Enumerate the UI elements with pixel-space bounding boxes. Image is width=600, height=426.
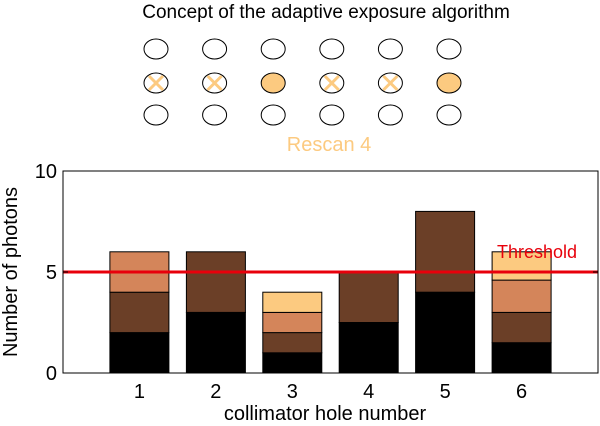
hole-filled <box>260 72 286 94</box>
cross-icon <box>323 74 340 92</box>
hole-filled <box>436 72 462 94</box>
y-tick-label: 5 <box>46 262 57 284</box>
bar-segment-4-s2 <box>338 271 399 323</box>
bar-segment-3-s2 <box>262 332 323 354</box>
bar-segment-1-s2 <box>109 291 170 334</box>
hole-empty <box>143 38 169 60</box>
x-tick-label: 1 <box>134 381 145 403</box>
hole-empty <box>436 38 462 60</box>
bars-group <box>109 210 552 374</box>
hole-empty <box>202 104 228 126</box>
y-tick-label: 0 <box>46 363 57 385</box>
y-tick-label: 10 <box>35 161 57 183</box>
bar-segment-3-s4 <box>262 291 323 313</box>
cross-icon <box>147 74 165 92</box>
cross-icon <box>206 74 223 92</box>
y-axis-label: Number of photons <box>0 187 22 357</box>
x-tick-label: 3 <box>287 381 298 403</box>
bar-segment-6-s1 <box>491 342 552 374</box>
bar-segment-6-s3 <box>491 279 552 313</box>
hole-empty <box>202 38 228 60</box>
bar-segment-4-s1 <box>338 322 399 374</box>
x-tick-label: 5 <box>440 381 451 403</box>
hole-empty <box>377 104 403 126</box>
hole-empty <box>319 104 345 126</box>
hole-empty <box>260 38 286 60</box>
x-tick-label: 6 <box>516 381 527 403</box>
hole-empty <box>260 104 286 126</box>
x-tick-label: 2 <box>210 381 221 403</box>
bar-segment-5-s1 <box>415 291 476 374</box>
bar-segment-2-s2 <box>185 251 246 313</box>
rescan-label: Rescan 4 <box>287 134 372 156</box>
cross-icon <box>382 74 399 92</box>
hole-empty <box>377 38 403 60</box>
bar-segment-2-s1 <box>185 311 246 374</box>
x-ticks: 1 2 3 4 5 6 <box>134 368 527 403</box>
x-axis-label: collimator hole number <box>224 403 427 425</box>
hole-diagram <box>143 38 462 126</box>
x-tick-label: 4 <box>363 381 374 403</box>
bar-segment-6-s4 <box>491 251 552 281</box>
bar-segment-6-s2 <box>491 311 552 344</box>
bar-segment-1-s1 <box>109 332 170 374</box>
hole-empty <box>436 104 462 126</box>
hole-empty <box>319 38 345 60</box>
threshold-label: Threshold <box>497 242 577 262</box>
y-ticks: 0 5 10 <box>35 161 598 385</box>
hole-empty <box>143 104 169 126</box>
bar-segment-3-s3 <box>262 311 323 334</box>
bar-segment-5-s2 <box>415 210 476 293</box>
chart-title: Concept of the adaptive exposure algorit… <box>142 2 510 23</box>
